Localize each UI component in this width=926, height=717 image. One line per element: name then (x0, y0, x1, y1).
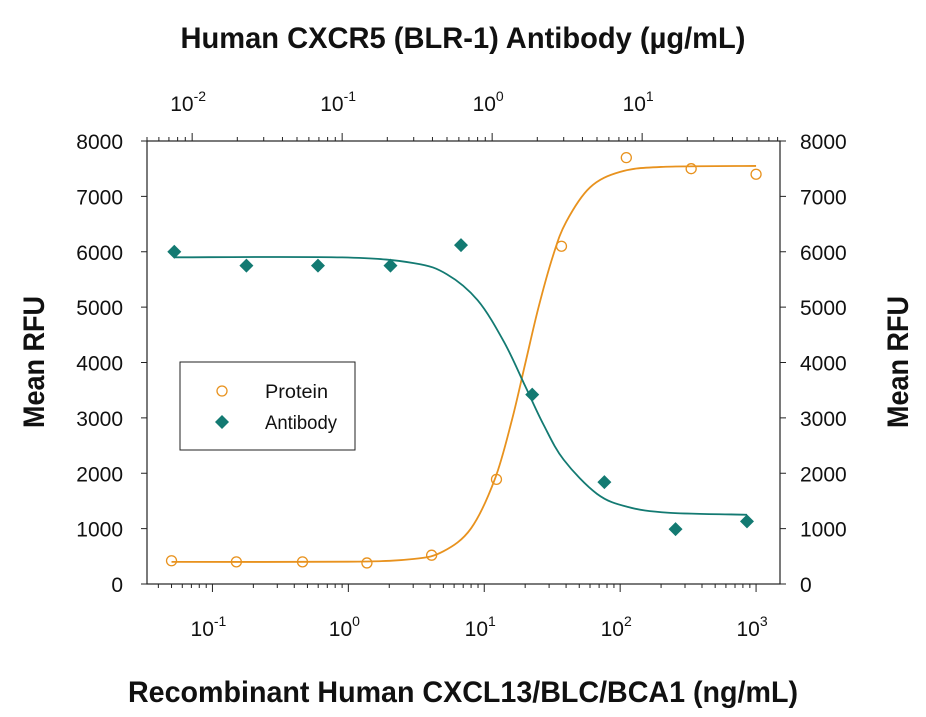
x-tick-label: 100 (329, 613, 360, 641)
tick-base: 10 (170, 93, 193, 116)
x-axis-title: Recombinant Human CXCL13/BLC/BCA1 (ng/mL… (128, 676, 798, 709)
tick-base: 10 (601, 618, 624, 641)
legend-label: Antibody (265, 413, 337, 434)
point (525, 387, 540, 402)
x-tick-label: 103 (736, 613, 767, 641)
tick-base: 10 (329, 618, 352, 641)
tick-base: 10 (465, 618, 488, 641)
fit-curve (171, 165, 757, 563)
tick-exponent: 0 (496, 88, 504, 104)
y2-tick-label: 4000 (800, 353, 847, 376)
tick-exponent: -2 (194, 88, 207, 104)
tick-exponent: 2 (624, 613, 632, 629)
y2-tick-label: 5000 (800, 297, 847, 320)
tick-exponent: -1 (214, 613, 227, 629)
y2-tick-label: 3000 (800, 408, 847, 431)
y-tick-label: 0 (111, 574, 123, 597)
x-tick-label: 10-1 (320, 88, 356, 116)
tick-base: 10 (473, 93, 496, 116)
chart-title: Human CXCR5 (BLR-1) Antibody (µg/mL) (181, 22, 746, 55)
point (296, 556, 309, 568)
point (620, 151, 632, 164)
point (454, 238, 469, 253)
x-tick-label: 101 (465, 613, 496, 641)
legend-box (179, 361, 356, 451)
x-tick-label: 10-2 (170, 88, 206, 116)
tick-exponent: 3 (760, 613, 768, 629)
tick-exponent: 1 (488, 613, 496, 629)
tick-exponent: 0 (352, 613, 360, 629)
tick-base: 10 (320, 93, 343, 116)
point (490, 473, 503, 485)
y2-tick-label: 2000 (800, 463, 847, 486)
point (685, 163, 697, 175)
x-tick-label: 10-1 (191, 613, 227, 641)
y-tick-label: 2000 (76, 463, 123, 486)
point (425, 549, 438, 561)
y-tick-label: 7000 (76, 186, 123, 209)
point (739, 514, 754, 529)
point (239, 258, 254, 273)
tick-base: 10 (623, 93, 646, 116)
point (310, 258, 325, 273)
point (555, 240, 568, 252)
y-tick-label: 4000 (76, 353, 123, 376)
y2-tick-label: 0 (800, 574, 812, 597)
tick-base: 10 (736, 618, 759, 641)
x-tick-label: 101 (623, 88, 654, 116)
point (230, 556, 243, 568)
y-tick-label: 6000 (76, 242, 123, 265)
legend-marker (215, 415, 229, 429)
point (750, 168, 762, 180)
point (165, 555, 178, 567)
legend-label: Protein (265, 382, 328, 403)
y-tick-label: 3000 (76, 408, 123, 431)
tick-base: 10 (191, 618, 214, 641)
tick-exponent: 1 (646, 88, 654, 104)
y2-tick-label: 6000 (800, 242, 847, 265)
y2-tick-label: 1000 (800, 519, 847, 542)
point (668, 522, 683, 537)
x-tick-label: 100 (473, 88, 504, 116)
point (167, 244, 182, 259)
point (383, 258, 398, 273)
legend-marker (216, 385, 228, 397)
y-tick-label: 8000 (76, 131, 123, 154)
x-tick-label: 102 (601, 613, 632, 641)
point (361, 557, 373, 569)
y-axis-title: Mean RFU (18, 296, 51, 428)
point (597, 475, 612, 490)
tick-exponent: -1 (344, 88, 357, 104)
y2-tick-label: 7000 (800, 186, 847, 209)
y-tick-label: 1000 (76, 519, 123, 542)
y-tick-label: 5000 (76, 297, 123, 320)
y2-tick-label: 8000 (800, 131, 847, 154)
y2-axis-title: Mean RFU (882, 296, 915, 428)
